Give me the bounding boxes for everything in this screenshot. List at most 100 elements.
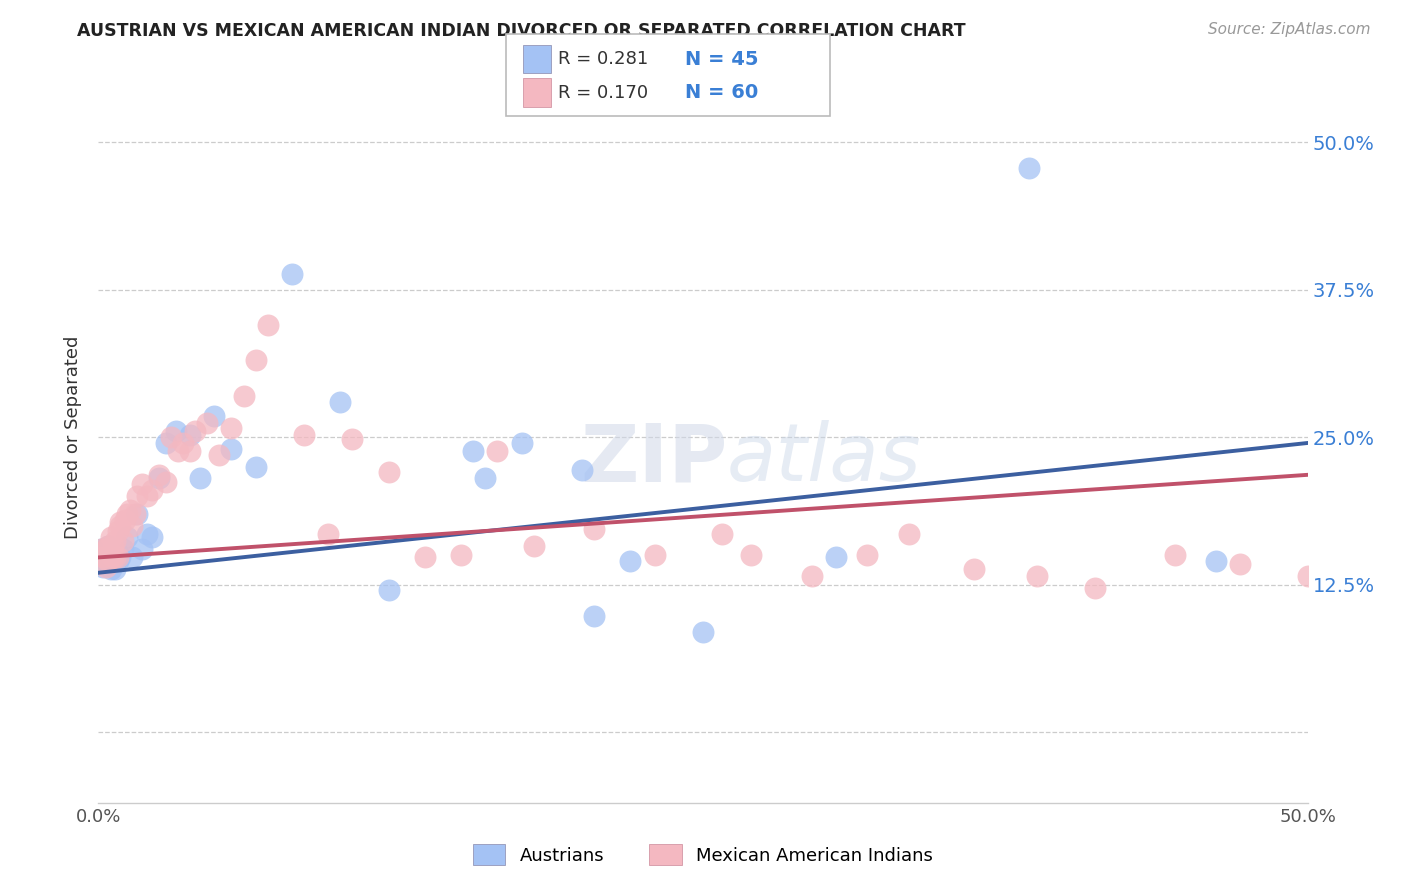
Point [104, 548, 127, 562]
Point [135, 526, 157, 541]
Point [897, 526, 920, 541]
Point [91, 550, 114, 565]
Point [117, 530, 139, 544]
Point [856, 548, 879, 562]
Point [281, 267, 304, 281]
Point [1084, 581, 1107, 595]
Text: Source: ZipAtlas.com: Source: ZipAtlas.com [1208, 22, 1371, 37]
Point [711, 526, 734, 541]
Point [91, 559, 114, 574]
Legend: Austrians, Mexican American Indians: Austrians, Mexican American Indians [464, 835, 942, 874]
Point [583, 522, 606, 536]
Point [97, 558, 120, 572]
Point [692, 624, 714, 639]
Point [148, 467, 170, 482]
Point [413, 550, 436, 565]
Point [101, 550, 124, 565]
Y-axis label: Divorced or Separated: Divorced or Separated [65, 335, 83, 539]
Point [97, 539, 120, 553]
Point [94, 559, 117, 574]
Point [101, 539, 124, 553]
Point [179, 427, 201, 442]
Point [474, 471, 496, 485]
Point [463, 444, 485, 458]
Point [127, 507, 149, 521]
Point [188, 471, 211, 485]
Point [740, 548, 762, 562]
Point [111, 533, 134, 548]
Point [963, 562, 986, 576]
Point [486, 444, 509, 458]
Point [172, 436, 194, 450]
Point [148, 471, 170, 485]
Point [523, 539, 546, 553]
Point [121, 550, 143, 565]
Point [100, 530, 122, 544]
Point [108, 550, 131, 565]
Text: N = 60: N = 60 [685, 83, 758, 103]
Point [221, 442, 243, 456]
Point [94, 554, 117, 568]
Point [245, 459, 267, 474]
Point [1025, 569, 1047, 583]
Point [97, 539, 120, 553]
Point [107, 524, 129, 539]
Point [292, 427, 315, 442]
Point [104, 550, 127, 565]
Point [571, 463, 593, 477]
Point [165, 424, 187, 438]
Point [94, 542, 117, 557]
Point [1296, 569, 1319, 583]
Point [118, 503, 141, 517]
Point [100, 554, 122, 568]
Point [101, 542, 124, 557]
Point [107, 546, 129, 560]
Point [91, 550, 114, 565]
Point [195, 416, 218, 430]
Point [97, 554, 120, 568]
Point [204, 409, 226, 423]
Point [90, 542, 112, 557]
Point [108, 518, 131, 533]
Point [800, 569, 823, 583]
Point [316, 526, 339, 541]
Text: N = 45: N = 45 [685, 50, 758, 69]
Point [117, 507, 139, 521]
Point [377, 583, 399, 598]
Point [107, 554, 129, 568]
Text: ZIP: ZIP [579, 420, 727, 498]
Point [155, 475, 177, 489]
Point [184, 424, 207, 438]
Point [329, 394, 352, 409]
Point [141, 530, 163, 544]
Text: R = 0.281: R = 0.281 [558, 50, 648, 68]
Point [377, 466, 399, 480]
Point [111, 542, 134, 557]
Point [619, 554, 641, 568]
Point [100, 548, 122, 562]
Text: atlas: atlas [727, 420, 922, 498]
Point [256, 318, 278, 332]
Point [114, 513, 136, 527]
Point [97, 550, 120, 565]
Point [108, 515, 131, 529]
Point [1229, 558, 1251, 572]
Point [121, 518, 143, 533]
Point [124, 507, 146, 521]
Point [100, 562, 122, 576]
Point [208, 448, 231, 462]
Point [131, 542, 153, 557]
Text: R = 0.170: R = 0.170 [558, 84, 648, 102]
Point [825, 550, 848, 565]
Point [221, 420, 243, 434]
Point [131, 477, 153, 491]
Point [155, 436, 177, 450]
Point [342, 433, 364, 447]
Point [141, 483, 163, 498]
Point [450, 548, 472, 562]
Point [107, 550, 129, 565]
Point [1205, 554, 1227, 568]
Point [245, 353, 267, 368]
Point [510, 436, 533, 450]
Point [232, 389, 254, 403]
